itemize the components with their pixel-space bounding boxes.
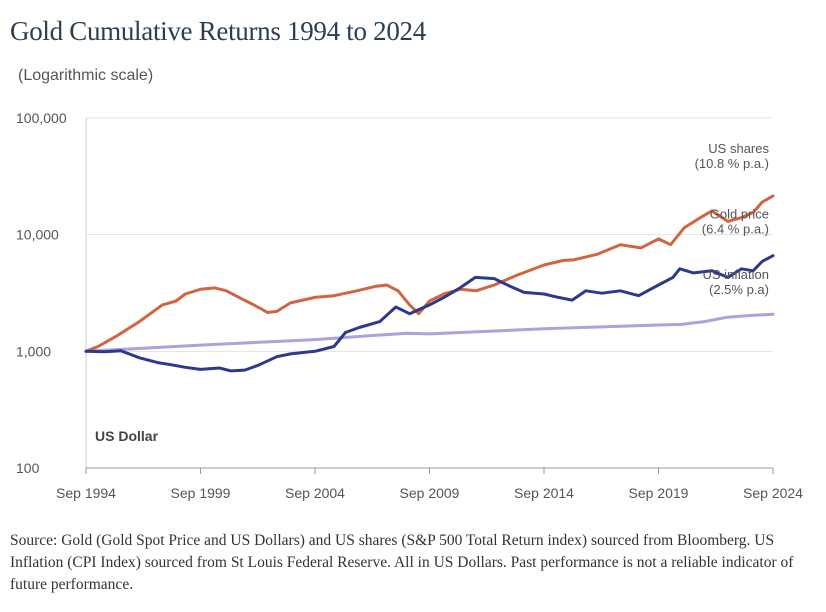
series-line-us-shares [84,194,775,353]
series-label-line: Gold price [710,207,769,222]
series-label-line: (10.8 % p.a.) [695,156,769,171]
x-tick-label: Sep 2019 [629,485,689,501]
series-label-line: (2.5% p.a) [709,282,769,297]
currency-label: US Dollar [95,428,159,444]
x-tick-label: Sep 2024 [743,485,803,501]
y-tick-label: 10,000 [16,227,59,243]
series-label-gold-price: Gold price(6.4 % p.a.) [702,207,769,237]
x-tick-label: Sep 1999 [171,485,231,501]
series-label-us-shares: US shares(10.8 % p.a.) [695,141,770,171]
x-tick-label: Sep 1994 [56,485,116,501]
series-lines [84,194,775,373]
series-label-line: (6.4 % p.a.) [702,222,769,237]
series-line-us-inflation [84,312,775,353]
scale-note: (Logarithmic scale) [18,67,154,84]
series-label-us-inflation: US inflation(2.5% p.a) [703,267,769,297]
x-tick-label: Sep 2014 [514,485,574,501]
series-label-line: US inflation [703,267,769,282]
x-tick-label: Sep 2009 [400,485,460,501]
source-note: Source: Gold (Gold Spot Price and US Dol… [10,532,794,593]
x-tick-label: Sep 2004 [285,485,345,501]
series-labels: US shares(10.8 % p.a.) Gold price(6.4 % p… [695,141,770,297]
y-tick-label: 100 [16,460,40,476]
x-axis-tick-labels: Sep 1994 Sep 1999 Sep 2004 Sep 2009 Sep 2014… [56,485,803,501]
chart-title: Gold Cumulative Returns 1994 to 2024 [10,16,426,46]
series-label-line: US shares [708,141,769,156]
y-tick-label: 100,000 [16,110,67,126]
y-axis-tick-labels: 100 1,000 10,000 100,000 [16,110,67,476]
series-line-gold-price [84,254,775,373]
y-tick-label: 1,000 [16,343,51,359]
axes [85,118,774,474]
